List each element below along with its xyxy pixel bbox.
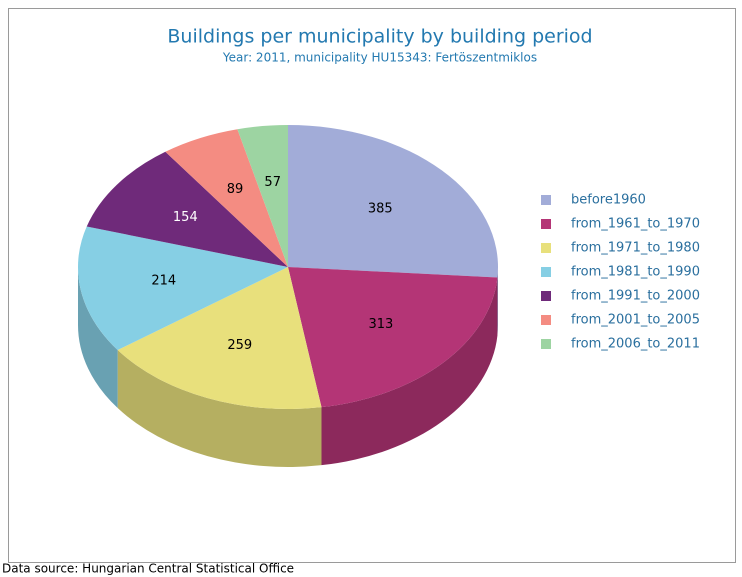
slice-side: [78, 267, 118, 409]
slice-label: 259: [227, 338, 252, 353]
legend-swatch: [541, 195, 551, 205]
legend-swatch: [541, 267, 551, 277]
legend-swatch: [541, 243, 551, 253]
slice: [86, 151, 289, 267]
source-note: Data source: Hungarian Central Statistic…: [2, 562, 294, 576]
slice-side: [117, 350, 322, 467]
slice: [165, 129, 288, 267]
legend-label: from_2006_to_2011: [571, 337, 700, 352]
slice-tops: [78, 125, 498, 409]
legend-swatch: [541, 291, 551, 301]
legend-swatch: [541, 315, 551, 325]
legend-label: from_2001_to_2005: [571, 313, 700, 328]
legend-swatch: [541, 219, 551, 229]
slice: [117, 267, 322, 409]
slice-side: [321, 277, 498, 466]
chart-subtitle: Year: 2011, municipality HU15343: Fertös…: [222, 51, 537, 65]
slice-label: 385: [368, 202, 393, 217]
slice-sides: [78, 267, 498, 467]
slice-label: 154: [173, 210, 198, 225]
slice: [237, 125, 288, 267]
legend-swatch: [541, 339, 551, 349]
slice-label: 214: [151, 274, 176, 289]
legend-label: before1960: [571, 193, 646, 208]
slice: [288, 125, 498, 278]
slice: [288, 267, 498, 408]
slice: [78, 226, 288, 351]
legend-label: from_1981_to_1990: [571, 265, 700, 280]
slice-label: 89: [227, 182, 244, 197]
legend-label: from_1991_to_2000: [571, 289, 700, 304]
legend-label: from_1971_to_1980: [571, 241, 700, 256]
slice-label: 57: [264, 175, 281, 190]
chart-title: Buildings per municipality by building p…: [167, 26, 592, 48]
legend-label: from_1961_to_1970: [571, 217, 700, 232]
slice-label: 313: [368, 317, 393, 332]
slice-side: [497, 267, 498, 336]
